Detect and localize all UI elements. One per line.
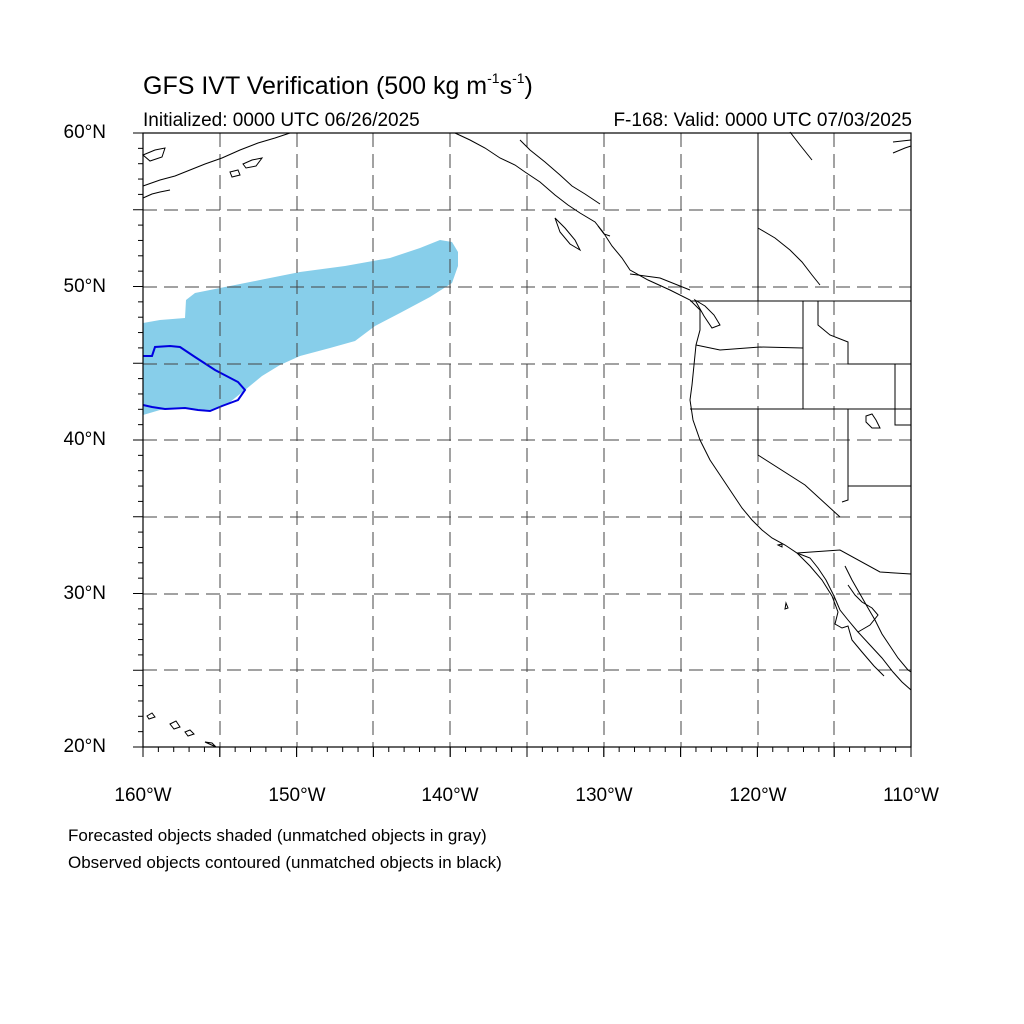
- political-borders: [690, 133, 912, 575]
- axis-ticks: [133, 132, 912, 757]
- lat-label-50n: 50°N: [63, 276, 106, 297]
- title-mid: s: [499, 72, 513, 100]
- lat-label-30n: 30°N: [63, 583, 106, 604]
- forecast-legend-note: Forecasted objects shaded (unmatched obj…: [68, 826, 487, 845]
- lon-label-120w: 120°W: [729, 785, 787, 806]
- lat-label-40n: 40°N: [63, 429, 106, 450]
- lon-label-160w: 160°W: [114, 785, 172, 806]
- valid-time-label: F-168: Valid: 0000 UTC 07/03/2025: [613, 110, 912, 131]
- lat-label-20n: 20°N: [63, 736, 106, 757]
- lon-label-140w: 140°W: [421, 785, 479, 806]
- title-sup-2: -1: [512, 70, 525, 86]
- lon-label-130w: 130°W: [575, 785, 633, 806]
- observed-object-contour: [142, 344, 247, 413]
- title-text: GFS IVT Verification (500 kg m: [143, 72, 488, 100]
- title-sup-1: -1: [487, 70, 500, 86]
- map-title: GFS IVT Verification (500 kg m-1s-1): [143, 70, 533, 101]
- coastlines: [142, 131, 912, 748]
- title-end: ): [524, 72, 533, 100]
- lat-label-60n: 60°N: [63, 122, 106, 143]
- lon-label-110w: 110°W: [883, 785, 939, 806]
- forecast-object: [143, 240, 458, 415]
- initialized-label: Initialized: 0000 UTC 06/26/2025: [143, 110, 420, 131]
- observed-legend-note: Observed objects contoured (unmatched ob…: [68, 853, 502, 872]
- lon-label-150w: 150°W: [268, 785, 326, 806]
- graticule: [143, 133, 911, 747]
